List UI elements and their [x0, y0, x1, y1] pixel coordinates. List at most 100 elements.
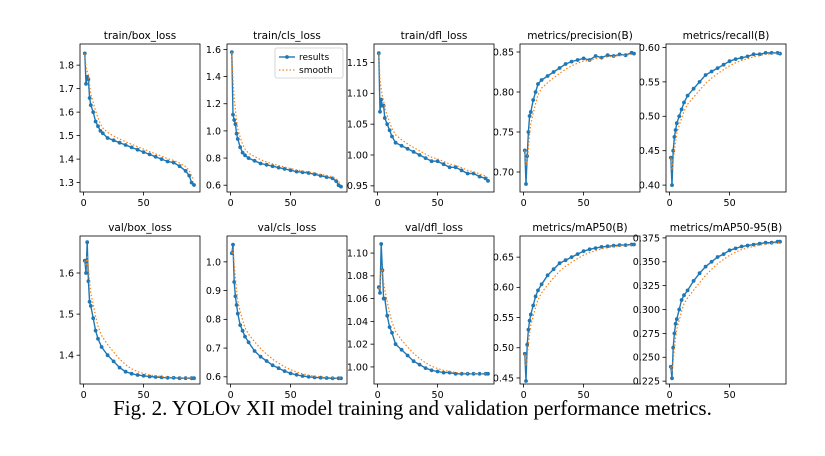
- axes-frame: [226, 235, 348, 385]
- results-point: [243, 334, 247, 339]
- results-point: [334, 179, 339, 184]
- y-tick-label: 1.06: [347, 294, 368, 305]
- results-point: [93, 119, 98, 124]
- results-point: [441, 162, 446, 167]
- y-tick-label: 1.05: [347, 120, 368, 131]
- results-point: [733, 57, 738, 61]
- results-point: [258, 161, 263, 166]
- results-point: [745, 243, 750, 248]
- results-point: [533, 90, 538, 94]
- results-point: [563, 258, 568, 263]
- results-point: [234, 131, 239, 136]
- y-tick-label: 1.7: [59, 84, 74, 95]
- results-point: [276, 165, 281, 170]
- results-point: [763, 51, 768, 55]
- x-tick-label: 0: [667, 390, 673, 401]
- y-tick-label: 0.45: [493, 373, 514, 384]
- smooth-line: [231, 249, 342, 379]
- results-point: [709, 259, 714, 264]
- results-point: [605, 244, 610, 249]
- subplot-val-dfl-loss: val/dfl_loss 0 50 1.00 1.02 1.04 1.06 1.08 1.10: [347, 222, 495, 401]
- results-point: [382, 116, 387, 120]
- results-point: [531, 303, 536, 308]
- y-tick-label: 0.95: [347, 181, 368, 192]
- legend-smooth-label: smooth: [299, 66, 333, 76]
- y-tick-label: 1.4: [206, 72, 221, 83]
- results-point: [233, 122, 238, 126]
- results-point: [411, 150, 416, 154]
- subplot-title: train/cls_loss: [253, 30, 321, 42]
- subplot-metrics-precision-b-: metrics/precision(B) 0 50 0.70 0.75 0.80 0.85: [493, 30, 641, 209]
- subplot-title: val/dfl_loss: [405, 222, 463, 234]
- results-line: [670, 52, 781, 186]
- results-point: [709, 69, 714, 74]
- results-point: [670, 183, 674, 188]
- results-point: [376, 51, 381, 56]
- results-point: [527, 318, 532, 323]
- results-point: [93, 328, 98, 333]
- subplot-title: val/cls_loss: [258, 222, 317, 234]
- y-tick-label: 1.4: [59, 351, 74, 362]
- results-line: [378, 243, 488, 375]
- results-point: [527, 114, 532, 118]
- results-point: [385, 122, 390, 127]
- results-point: [453, 165, 458, 170]
- results-point: [575, 252, 580, 256]
- results-point: [526, 327, 531, 332]
- results-point: [522, 148, 527, 153]
- axes-frame: [665, 43, 787, 193]
- results-point: [270, 164, 275, 169]
- results-point: [682, 100, 686, 105]
- results-point: [387, 128, 392, 133]
- results-point: [435, 369, 440, 374]
- y-tick-label: 0.375: [633, 233, 660, 244]
- results-point: [569, 255, 574, 259]
- results-point: [465, 171, 470, 176]
- y-tick-label: 0.250: [633, 353, 660, 364]
- results-point: [390, 134, 394, 139]
- results-point: [739, 244, 744, 249]
- smooth-line: [670, 52, 781, 171]
- results-point: [447, 165, 452, 170]
- results-point: [581, 249, 586, 254]
- smooth-line: [378, 53, 489, 179]
- results-point: [677, 114, 682, 119]
- results-point: [423, 156, 428, 161]
- results-point: [234, 303, 239, 307]
- y-tick-label: 1.6: [59, 268, 74, 279]
- results-point: [668, 155, 673, 160]
- results-point: [393, 342, 398, 347]
- results-point: [105, 136, 110, 140]
- results-point: [486, 179, 490, 183]
- subplot-metrics-recall-b-: metrics/recall(B) 0 50 0.40 0.45 0.50 0.55 0.60: [639, 30, 787, 209]
- y-tick-label: 1.0: [206, 257, 221, 268]
- results-point: [135, 373, 140, 377]
- smooth-line: [524, 53, 635, 166]
- smooth-line: [231, 52, 342, 185]
- results-point: [91, 110, 96, 114]
- x-tick-label: 0: [228, 198, 234, 209]
- results-point: [183, 169, 188, 173]
- results-point: [238, 323, 243, 327]
- results-point: [545, 273, 550, 278]
- subplot-title: val/box_loss: [108, 222, 172, 234]
- results-point: [240, 328, 245, 333]
- subplot-metrics-map50-95-b-: metrics/mAP50-95(B) 0 50 0.225 0.250 0.275 0.3…: [633, 222, 787, 401]
- results-point: [235, 137, 240, 141]
- results-point: [533, 294, 538, 299]
- y-tick-label: 1.2: [206, 99, 221, 110]
- legend-box: [274, 47, 344, 79]
- results-point: [378, 291, 382, 295]
- y-tick-label: 1.0: [206, 126, 221, 137]
- y-tick-label: 0.8: [206, 315, 221, 326]
- results-point: [294, 169, 299, 174]
- results-point: [243, 153, 247, 158]
- results-point: [246, 340, 251, 345]
- x-tick-label: 50: [138, 390, 150, 401]
- results-point: [745, 54, 750, 59]
- results-point: [679, 107, 684, 112]
- smooth-line: [524, 244, 635, 367]
- x-tick-label: 50: [578, 198, 590, 209]
- results-point: [87, 96, 92, 100]
- legend-results-marker: [285, 55, 289, 59]
